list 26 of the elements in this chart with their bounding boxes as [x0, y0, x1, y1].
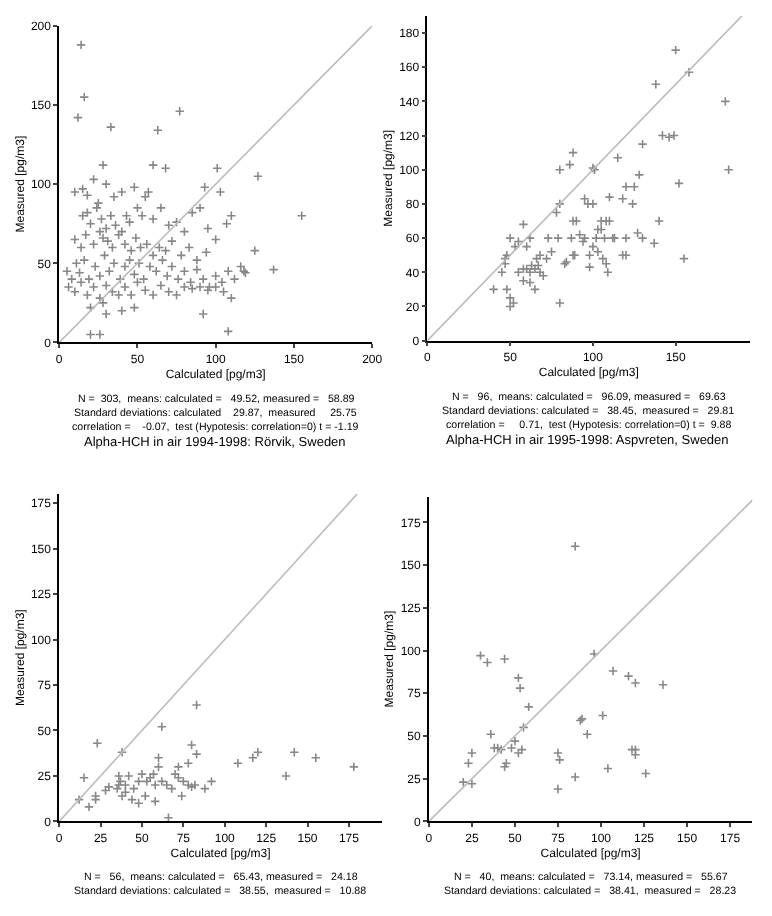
- point: [289, 747, 300, 758]
- point: [232, 758, 243, 769]
- point: [280, 770, 291, 781]
- point: [156, 721, 167, 732]
- point: [458, 777, 469, 788]
- point: [582, 729, 593, 740]
- point: [310, 752, 321, 763]
- point: [552, 748, 563, 759]
- point: [247, 752, 258, 763]
- point: [515, 683, 526, 694]
- point: [161, 780, 172, 791]
- point: [83, 801, 94, 812]
- point: [252, 747, 263, 758]
- point: [608, 666, 619, 677]
- point: [552, 783, 563, 794]
- point: [509, 736, 520, 747]
- point: [348, 761, 359, 772]
- point: [123, 770, 134, 781]
- point: [466, 748, 477, 759]
- point: [140, 790, 151, 801]
- point: [466, 778, 477, 789]
- point: [92, 738, 103, 749]
- point: [485, 729, 496, 740]
- point: [570, 771, 581, 782]
- point: [570, 541, 581, 552]
- point: [79, 772, 90, 783]
